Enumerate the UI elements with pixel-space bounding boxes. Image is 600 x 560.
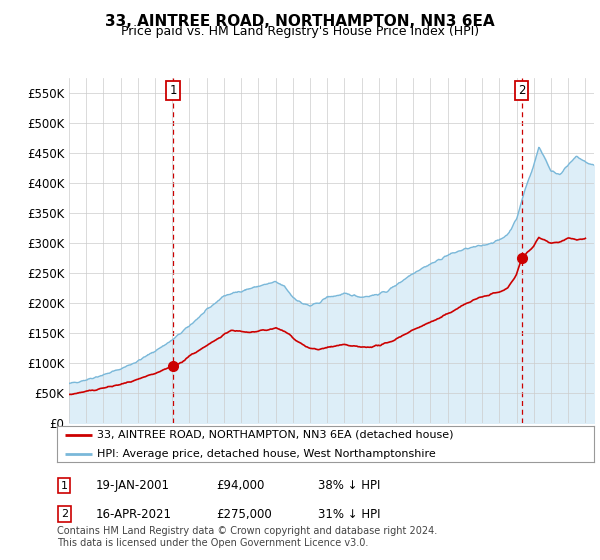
Text: 2: 2 <box>518 84 525 97</box>
Text: 31% ↓ HPI: 31% ↓ HPI <box>318 507 380 521</box>
Text: 19-JAN-2001: 19-JAN-2001 <box>96 479 170 492</box>
Text: 1: 1 <box>169 84 177 97</box>
Text: HPI: Average price, detached house, West Northamptonshire: HPI: Average price, detached house, West… <box>97 449 436 459</box>
Text: Price paid vs. HM Land Registry's House Price Index (HPI): Price paid vs. HM Land Registry's House … <box>121 25 479 38</box>
Text: 2: 2 <box>61 509 68 519</box>
Text: This data is licensed under the Open Government Licence v3.0.: This data is licensed under the Open Gov… <box>57 538 368 548</box>
Text: Contains HM Land Registry data © Crown copyright and database right 2024.: Contains HM Land Registry data © Crown c… <box>57 526 437 536</box>
Text: 33, AINTREE ROAD, NORTHAMPTON, NN3 6EA: 33, AINTREE ROAD, NORTHAMPTON, NN3 6EA <box>105 14 495 29</box>
Text: £275,000: £275,000 <box>216 507 272 521</box>
Text: £94,000: £94,000 <box>216 479 265 492</box>
Text: 16-APR-2021: 16-APR-2021 <box>96 507 172 521</box>
Text: 1: 1 <box>61 480 68 491</box>
Text: 38% ↓ HPI: 38% ↓ HPI <box>318 479 380 492</box>
Text: 33, AINTREE ROAD, NORTHAMPTON, NN3 6EA (detached house): 33, AINTREE ROAD, NORTHAMPTON, NN3 6EA (… <box>97 430 454 440</box>
